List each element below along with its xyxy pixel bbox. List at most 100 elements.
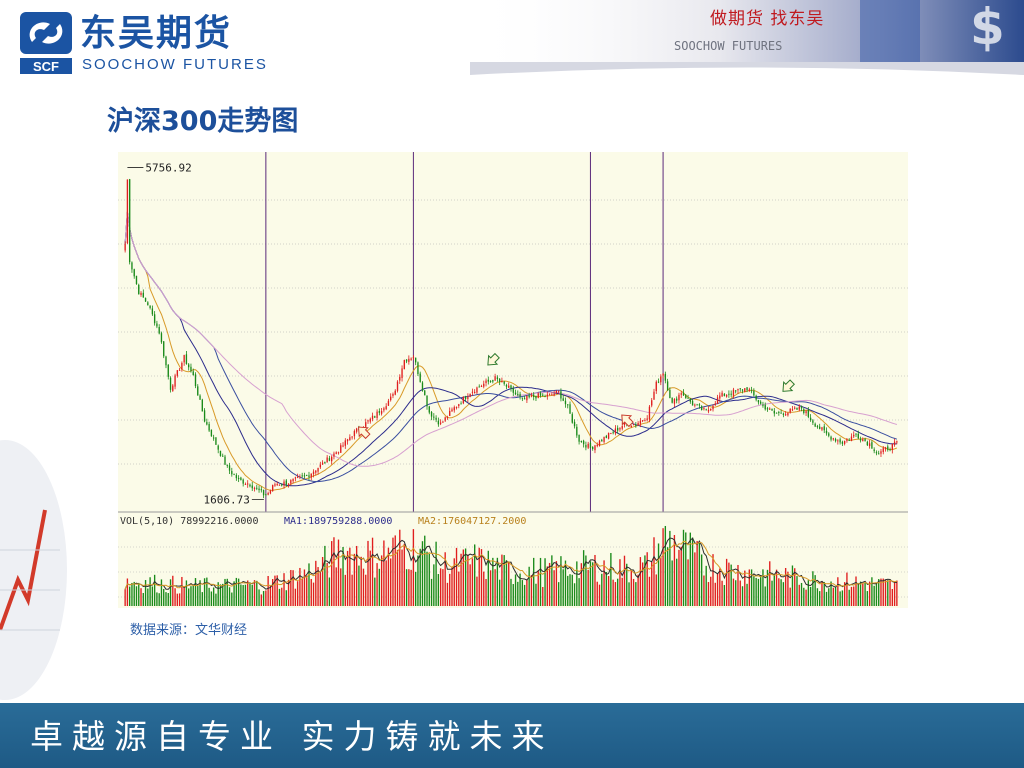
volume-ma-lines — [124, 537, 898, 590]
volume-bar — [487, 550, 489, 606]
volume-bar — [660, 557, 662, 606]
volume-bar — [281, 587, 283, 606]
candle-body — [249, 484, 251, 487]
candle-body — [151, 308, 154, 315]
volume-bar — [185, 580, 188, 606]
candle-body — [367, 420, 369, 422]
candle-body — [514, 392, 517, 395]
candle-body — [630, 425, 632, 428]
volume-bar — [712, 554, 714, 606]
volume-bar — [471, 558, 474, 606]
candle-body — [882, 448, 884, 453]
volume-bar — [126, 578, 129, 606]
volume-bar — [557, 582, 560, 606]
candle-body — [687, 397, 689, 399]
candle-body — [303, 475, 306, 477]
candle-body — [855, 433, 857, 435]
candle-body — [762, 404, 764, 406]
candle-body — [646, 418, 648, 420]
volume-bar — [537, 570, 539, 606]
candle-body — [723, 393, 726, 396]
volume-bar — [387, 547, 390, 606]
candle-body — [610, 433, 612, 435]
volume-bar — [194, 578, 197, 606]
volume-bar — [628, 582, 630, 606]
volume-bar — [846, 572, 848, 606]
header-slogan-english: SOOCHOW FUTURES — [674, 39, 783, 53]
volume-bar — [837, 577, 839, 606]
volume-bar — [866, 591, 869, 606]
volume-bar — [678, 549, 680, 606]
volume-bar — [766, 569, 769, 606]
volume-bar — [689, 532, 691, 606]
candle-body — [299, 476, 301, 478]
volume-bar — [128, 586, 131, 606]
candle-body — [237, 477, 240, 479]
volume-bar — [757, 578, 760, 606]
candle-body — [365, 422, 367, 427]
candle-body — [244, 483, 247, 485]
volume-bar — [217, 582, 219, 606]
volume-bar — [192, 584, 194, 606]
company-logo: SCF 东吴期货 SOOCHOW FUTURES — [20, 12, 270, 74]
volume-ma2-label: MA2:176047127.2000 — [418, 516, 526, 527]
candle-body — [544, 396, 546, 398]
volume-bar — [333, 537, 335, 606]
volume-bar — [151, 586, 154, 606]
candle-body — [276, 484, 278, 486]
header: SCF 东吴期货 SOOCHOW FUTURES $ 做期货 找东吴 SOOCH… — [0, 0, 1024, 80]
candle-body — [680, 393, 682, 395]
volume-bar — [655, 574, 657, 606]
volume-bar — [859, 581, 862, 606]
volume-bar — [669, 530, 671, 606]
volume-bar — [592, 562, 594, 606]
candle-body — [496, 377, 499, 380]
volume-bar — [737, 564, 739, 606]
volume-bar — [896, 580, 898, 606]
volume-bar — [326, 562, 328, 606]
candle-body — [716, 397, 719, 404]
volume-bar — [394, 535, 396, 606]
volume-bar — [340, 568, 342, 606]
volume-bar — [224, 578, 226, 606]
candle-body — [859, 438, 862, 441]
volume-bar — [682, 529, 685, 606]
volume-bar — [476, 576, 478, 606]
candle-body — [324, 462, 326, 464]
candle-body — [555, 390, 558, 393]
volume-bar — [367, 540, 369, 606]
candle-body — [694, 404, 696, 406]
candle-body — [242, 479, 244, 484]
candle-body — [803, 409, 805, 413]
candle-body — [281, 484, 283, 486]
candle-body — [183, 355, 185, 363]
candle-body — [764, 404, 766, 410]
logo-chinese-name: 东吴期货 — [80, 13, 233, 54]
volume-bar — [551, 555, 553, 606]
volume-bar — [135, 586, 138, 606]
candle-body — [834, 438, 837, 442]
volume-bar — [335, 567, 337, 606]
candle-body — [417, 362, 419, 375]
candle-body — [596, 444, 598, 446]
volume-bar — [315, 560, 317, 606]
candle-body — [197, 386, 199, 396]
candle-body — [355, 428, 358, 432]
candle-body — [487, 379, 489, 382]
candle-body — [614, 428, 617, 434]
volume-bar — [528, 566, 530, 606]
volume-bar — [158, 593, 160, 606]
candle-body — [158, 327, 160, 334]
volume-bar — [414, 571, 417, 606]
volume-bar — [530, 575, 533, 606]
volume-bar — [787, 571, 789, 606]
candle-body — [467, 396, 469, 399]
volume-bar — [519, 573, 521, 606]
volume-bar — [694, 552, 696, 606]
logo-english-name: SOOCHOW FUTURES — [82, 56, 268, 73]
volume-bar — [605, 572, 608, 606]
volume-bar — [878, 579, 880, 606]
candle-body — [258, 488, 260, 491]
volume-bar — [855, 576, 857, 606]
volume-bar — [725, 558, 728, 606]
